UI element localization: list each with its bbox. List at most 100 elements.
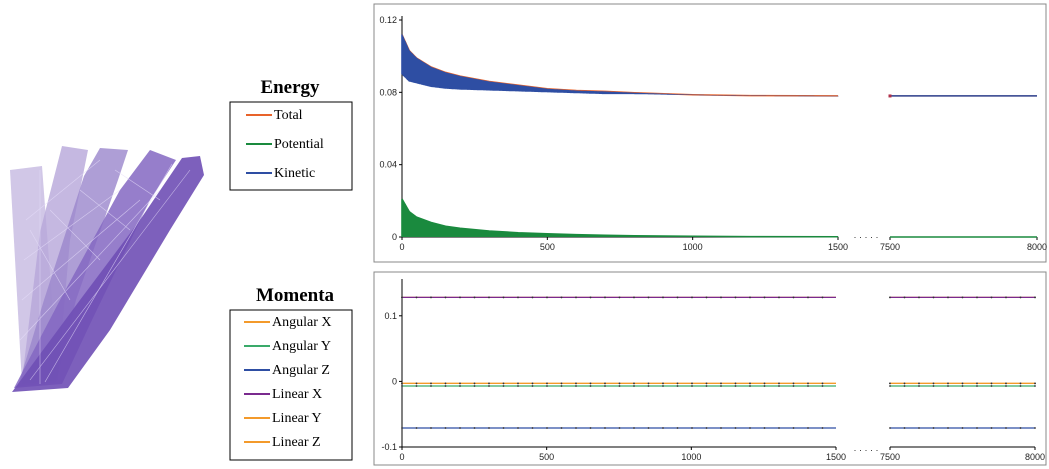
series-linear-z-point	[459, 382, 461, 385]
series-angular-z-point	[517, 427, 519, 429]
series-angular-y-point	[1034, 385, 1036, 387]
energy-chart: 0 0.04 0.08 0.12 0 500 1000 1500 7500 8000 · · · ·…	[373, 3, 1047, 263]
legend-linear-x-label: Linear X	[272, 387, 322, 402]
segment-start-marker	[888, 94, 892, 98]
series-angular-y-point	[961, 385, 964, 387]
series-linear-z-point	[720, 382, 722, 385]
series-angular-z-point	[589, 427, 592, 429]
series-linear-x-point	[990, 296, 993, 299]
legend-angular-y: Angular Y	[244, 339, 331, 354]
x-tick-label: 0	[399, 242, 404, 252]
series-linear-z-point	[415, 382, 418, 385]
series-linear-x-point	[676, 296, 679, 299]
series-angular-y-point	[778, 385, 780, 387]
x-tick-label: 8000	[1025, 452, 1045, 462]
series-angular-y-point	[903, 385, 906, 387]
series-linear-z-point	[473, 382, 476, 385]
series-angular-z-point	[662, 427, 664, 429]
series-angular-z-point	[918, 427, 920, 429]
momenta-legend: Momenta Angular X Angular Y Angular Z Linea…	[229, 285, 353, 461]
y-tick-label: 0	[392, 376, 397, 386]
series-linear-z-point	[517, 382, 519, 385]
series-angular-y-point	[990, 385, 993, 387]
series-angular-y-point	[647, 385, 650, 387]
series-linear-z-point	[604, 382, 606, 385]
series-linear-z-point	[947, 382, 949, 385]
series-potential-band	[401, 199, 839, 237]
series-linear-x-point	[1034, 296, 1036, 299]
series-kinetic-band	[401, 34, 839, 97]
legend-total-label: Total	[274, 108, 303, 123]
series-angular-z-point	[807, 427, 809, 429]
series-angular-y-point	[488, 385, 490, 387]
series-angular-z	[401, 427, 1036, 429]
series-angular-z-point	[705, 427, 708, 429]
y-tick-label: 0.04	[379, 160, 397, 170]
series-angular-z-point	[604, 427, 606, 429]
series-linear-z-point	[502, 382, 505, 385]
series-angular-y-point	[517, 385, 519, 387]
series-angular-y-point	[807, 385, 809, 387]
series-linear-x-point	[531, 296, 534, 299]
series-angular-y-point	[763, 385, 766, 387]
legend-angular-z-label: Angular Z	[272, 363, 330, 378]
series-kinetic	[401, 34, 1037, 97]
series-linear-x-point	[1005, 296, 1007, 299]
x-tick-label: 1500	[828, 242, 848, 252]
x-tick-label: 7500	[880, 452, 900, 462]
series-linear-x-point	[502, 296, 505, 299]
series-angular-z-point	[749, 427, 751, 429]
legend-kinetic: Kinetic	[246, 166, 315, 181]
series-linear-x-point	[560, 296, 563, 299]
series-angular-y-point	[618, 385, 621, 387]
momenta-panel-frame	[373, 271, 1047, 466]
series-linear-z-point	[778, 382, 780, 385]
series-linear-x-point	[575, 296, 577, 299]
series-linear-z-point	[976, 382, 978, 385]
series-angular-y-point	[633, 385, 635, 387]
series-linear-x-point	[604, 296, 606, 299]
momenta-chart: -0.100.10 500 1000 1500 7500 8000· · · · ·	[373, 271, 1047, 466]
series-linear-z-point	[821, 382, 824, 385]
series-linear-x-point	[821, 296, 824, 299]
series-angular-y-point	[1005, 385, 1007, 387]
series-angular-z-point	[932, 427, 935, 429]
series-linear-x-point	[401, 296, 403, 299]
momenta-legend-box	[229, 309, 353, 461]
series-angular-z-point	[546, 427, 548, 429]
series-angular-y-point	[575, 385, 577, 387]
series-angular-y-point	[502, 385, 505, 387]
legend-potential-label: Potential	[274, 137, 324, 152]
series-linear-z-point	[918, 382, 920, 385]
series-linear-z-point	[749, 382, 751, 385]
series-linear-x-point	[473, 296, 476, 299]
series-linear-x-point	[589, 296, 592, 299]
series-angular-z-point	[903, 427, 906, 429]
series-angular-z-point	[473, 427, 476, 429]
series-linear-z-point	[401, 382, 403, 385]
series-linear-z-point	[430, 382, 432, 385]
momenta-legend-items: Angular X Angular Y Angular Z Linear X Linea…	[244, 315, 332, 450]
series-angular-y-point	[821, 385, 824, 387]
energy-plot-area: 0 0.04 0.08 0.12 0 500 1000 1500 7500 8000 · · · ·…	[379, 15, 1047, 252]
series-angular-z-point	[763, 427, 766, 429]
series-angular-z-point	[976, 427, 978, 429]
y-tick-label: -0.1	[381, 442, 397, 452]
legend-angular-z: Angular Z	[244, 363, 330, 378]
x-tick-label: 1500	[826, 452, 846, 462]
series-linear-z-point	[575, 382, 577, 385]
series-linear-z-point	[990, 382, 993, 385]
series-angular-z-point	[647, 427, 650, 429]
x-tick-label: 1000	[683, 242, 703, 252]
series-angular-y-point	[947, 385, 949, 387]
series-linear-z-point	[488, 382, 490, 385]
series-linear-x-point	[734, 296, 737, 299]
series-angular-y-point	[604, 385, 606, 387]
legend-linear-z-label: Linear Z	[272, 435, 321, 450]
series-linear-z-point	[961, 382, 964, 385]
x-tick-label: 1000	[681, 452, 701, 462]
series-angular-y-point	[1019, 385, 1022, 387]
series-linear-z-point	[589, 382, 592, 385]
series-linear-z-point	[763, 382, 766, 385]
